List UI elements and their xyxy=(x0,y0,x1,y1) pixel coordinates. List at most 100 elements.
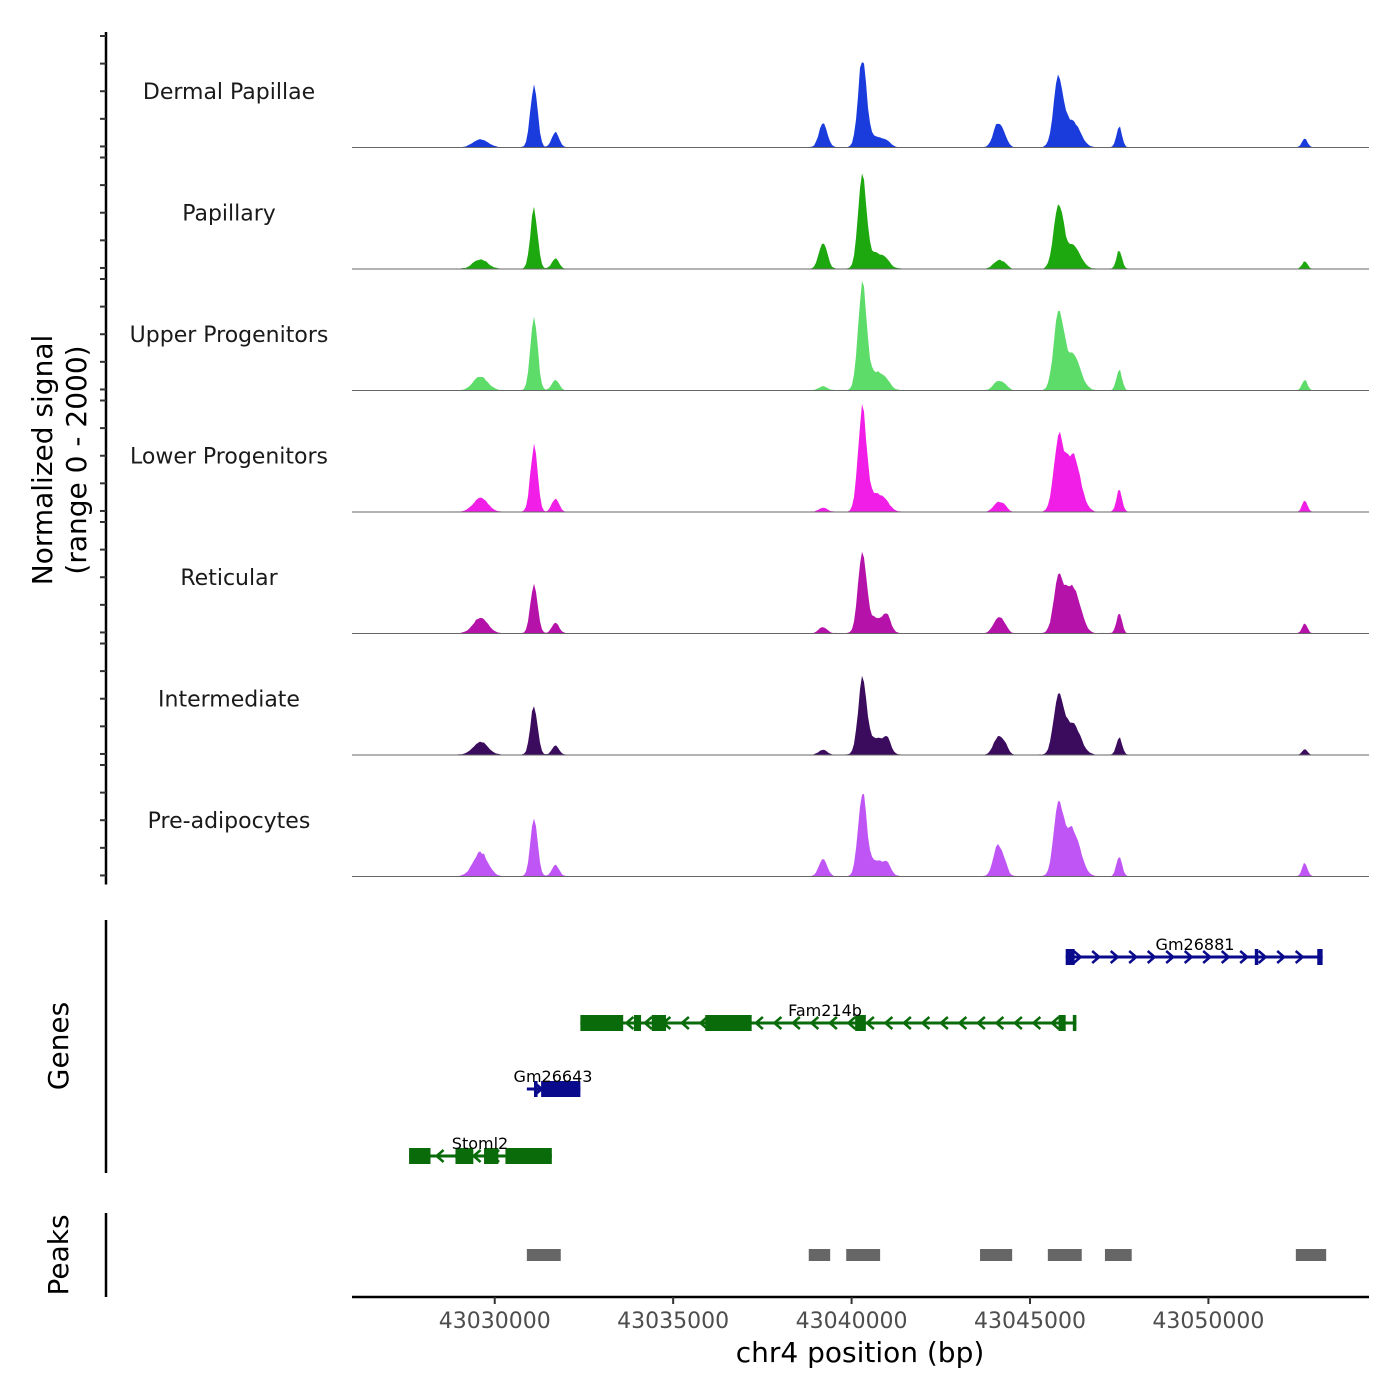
strand-arrow xyxy=(1128,950,1139,964)
x-tick-label: 43050000 xyxy=(1152,1309,1264,1334)
peak-region xyxy=(980,1249,1013,1261)
signal-area xyxy=(352,551,1369,634)
exon xyxy=(1254,949,1259,965)
signal-tracks: Dermal Papillae Papillary Upper Progenitor… xyxy=(130,62,1369,877)
strand-arrow xyxy=(1202,950,1213,964)
strand-arrow xyxy=(864,1016,875,1030)
track-label: Upper Progenitors xyxy=(130,323,329,348)
peak-region xyxy=(846,1249,881,1261)
track-label: Papillary xyxy=(182,202,276,227)
peak-region xyxy=(1295,1249,1327,1261)
peak-region xyxy=(808,1249,831,1261)
peaks-panel-label: Peaks xyxy=(42,1214,75,1295)
gene-gm26643: Gm26643 xyxy=(514,1067,593,1097)
strand-arrow xyxy=(975,1016,986,1030)
exon xyxy=(705,1015,752,1031)
track-label: Intermediate xyxy=(158,688,300,713)
track-label: Reticular xyxy=(180,566,278,591)
x-axis-ticks: 43030000 43035000 43040000 43045000 43050000 xyxy=(439,1297,1264,1334)
exon xyxy=(484,1148,499,1164)
track-lower-progenitors: Lower Progenitors xyxy=(130,404,1369,513)
genes-panel-label: Genes xyxy=(42,1002,75,1090)
signal-area xyxy=(352,173,1369,269)
strand-arrow xyxy=(1276,950,1287,964)
peaks-track xyxy=(526,1249,1327,1261)
strand-arrow xyxy=(901,1016,912,1030)
track-dermal-papillae: Dermal Papillae xyxy=(143,62,1369,148)
track-papillary: Papillary xyxy=(182,173,1369,270)
strand-arrow xyxy=(434,1149,445,1163)
peak-region xyxy=(1047,1249,1082,1261)
strand-arrow xyxy=(827,1016,838,1030)
signal-area xyxy=(352,404,1369,512)
strand-arrow xyxy=(846,1016,857,1030)
peak-region xyxy=(1104,1249,1132,1261)
strand-arrow xyxy=(994,1016,1005,1030)
exon xyxy=(1065,949,1075,965)
signal-area xyxy=(352,281,1369,391)
strand-arrow xyxy=(624,1016,635,1030)
strand-arrow xyxy=(1012,1016,1023,1030)
genes-track: Gm26881 Fam214b Gm26643 Stoml2 xyxy=(409,935,1323,1164)
gene-label: Fam214b xyxy=(788,1001,862,1020)
exon xyxy=(1072,1015,1077,1031)
x-tick-label: 43030000 xyxy=(439,1309,551,1334)
x-axis-title: chr4 position (bp) xyxy=(736,1336,985,1369)
strand-arrow xyxy=(1220,950,1231,964)
exon xyxy=(580,1015,624,1031)
exon xyxy=(505,1148,552,1164)
strand-arrow xyxy=(1165,950,1176,964)
strand-arrow xyxy=(753,1016,764,1030)
strand-arrow xyxy=(1257,950,1268,964)
exon xyxy=(409,1148,431,1164)
exon xyxy=(455,1148,474,1164)
strand-arrow xyxy=(1031,1016,1042,1030)
exon xyxy=(855,1015,866,1031)
strand-arrow xyxy=(642,1016,653,1030)
strand-arrow xyxy=(698,1016,709,1030)
strand-arrow xyxy=(790,1016,801,1030)
y-axis-title-line2: (range 0 - 2000) xyxy=(60,345,93,574)
x-tick-label: 43040000 xyxy=(796,1309,908,1334)
strand-arrow xyxy=(920,1016,931,1030)
signal-area xyxy=(352,62,1369,148)
strand-arrow xyxy=(883,1016,894,1030)
strand-arrow xyxy=(1109,950,1120,964)
strand-arrow xyxy=(471,1149,482,1163)
gene-fam214b: Fam214b xyxy=(580,1001,1077,1031)
strand-arrow xyxy=(1091,950,1102,964)
gene-label: Gm26643 xyxy=(514,1067,593,1086)
strand-arrow xyxy=(772,1016,783,1030)
track-label: Dermal Papillae xyxy=(143,80,315,105)
x-tick-label: 43035000 xyxy=(617,1309,729,1334)
gene-gm26881: Gm26881 xyxy=(1065,935,1323,965)
track-label: Pre-adipocytes xyxy=(148,809,311,834)
strand-arrow xyxy=(938,1016,949,1030)
strand-arrow xyxy=(1072,950,1083,964)
track-reticular: Reticular xyxy=(180,551,1369,634)
signal-y-axis xyxy=(100,32,108,885)
x-tick-label: 43045000 xyxy=(974,1309,1086,1334)
y-axis-title-line1: Normalized signal xyxy=(26,335,59,586)
exon xyxy=(651,1015,667,1031)
track-intermediate: Intermediate xyxy=(158,675,1369,756)
exon xyxy=(541,1081,581,1097)
gene-label: Stoml2 xyxy=(452,1134,508,1153)
track-upper-progenitors: Upper Progenitors xyxy=(130,281,1369,391)
signal-area xyxy=(352,675,1369,755)
track-pre-adipocytes: Pre-adipocytes xyxy=(148,793,1369,877)
exon xyxy=(633,1015,642,1031)
strand-arrow xyxy=(1294,950,1305,964)
peak-region xyxy=(526,1249,561,1261)
strand-arrow xyxy=(809,1016,820,1030)
strand-arrow xyxy=(679,1016,690,1030)
strand-arrow xyxy=(1146,950,1157,964)
exon xyxy=(1058,1015,1066,1031)
track-label: Lower Progenitors xyxy=(130,445,328,470)
signal-area xyxy=(352,793,1369,877)
strand-arrow xyxy=(957,1016,968,1030)
gene-stoml2: Stoml2 xyxy=(409,1134,552,1164)
strand-arrow xyxy=(1049,1016,1060,1030)
exon xyxy=(1317,949,1323,965)
